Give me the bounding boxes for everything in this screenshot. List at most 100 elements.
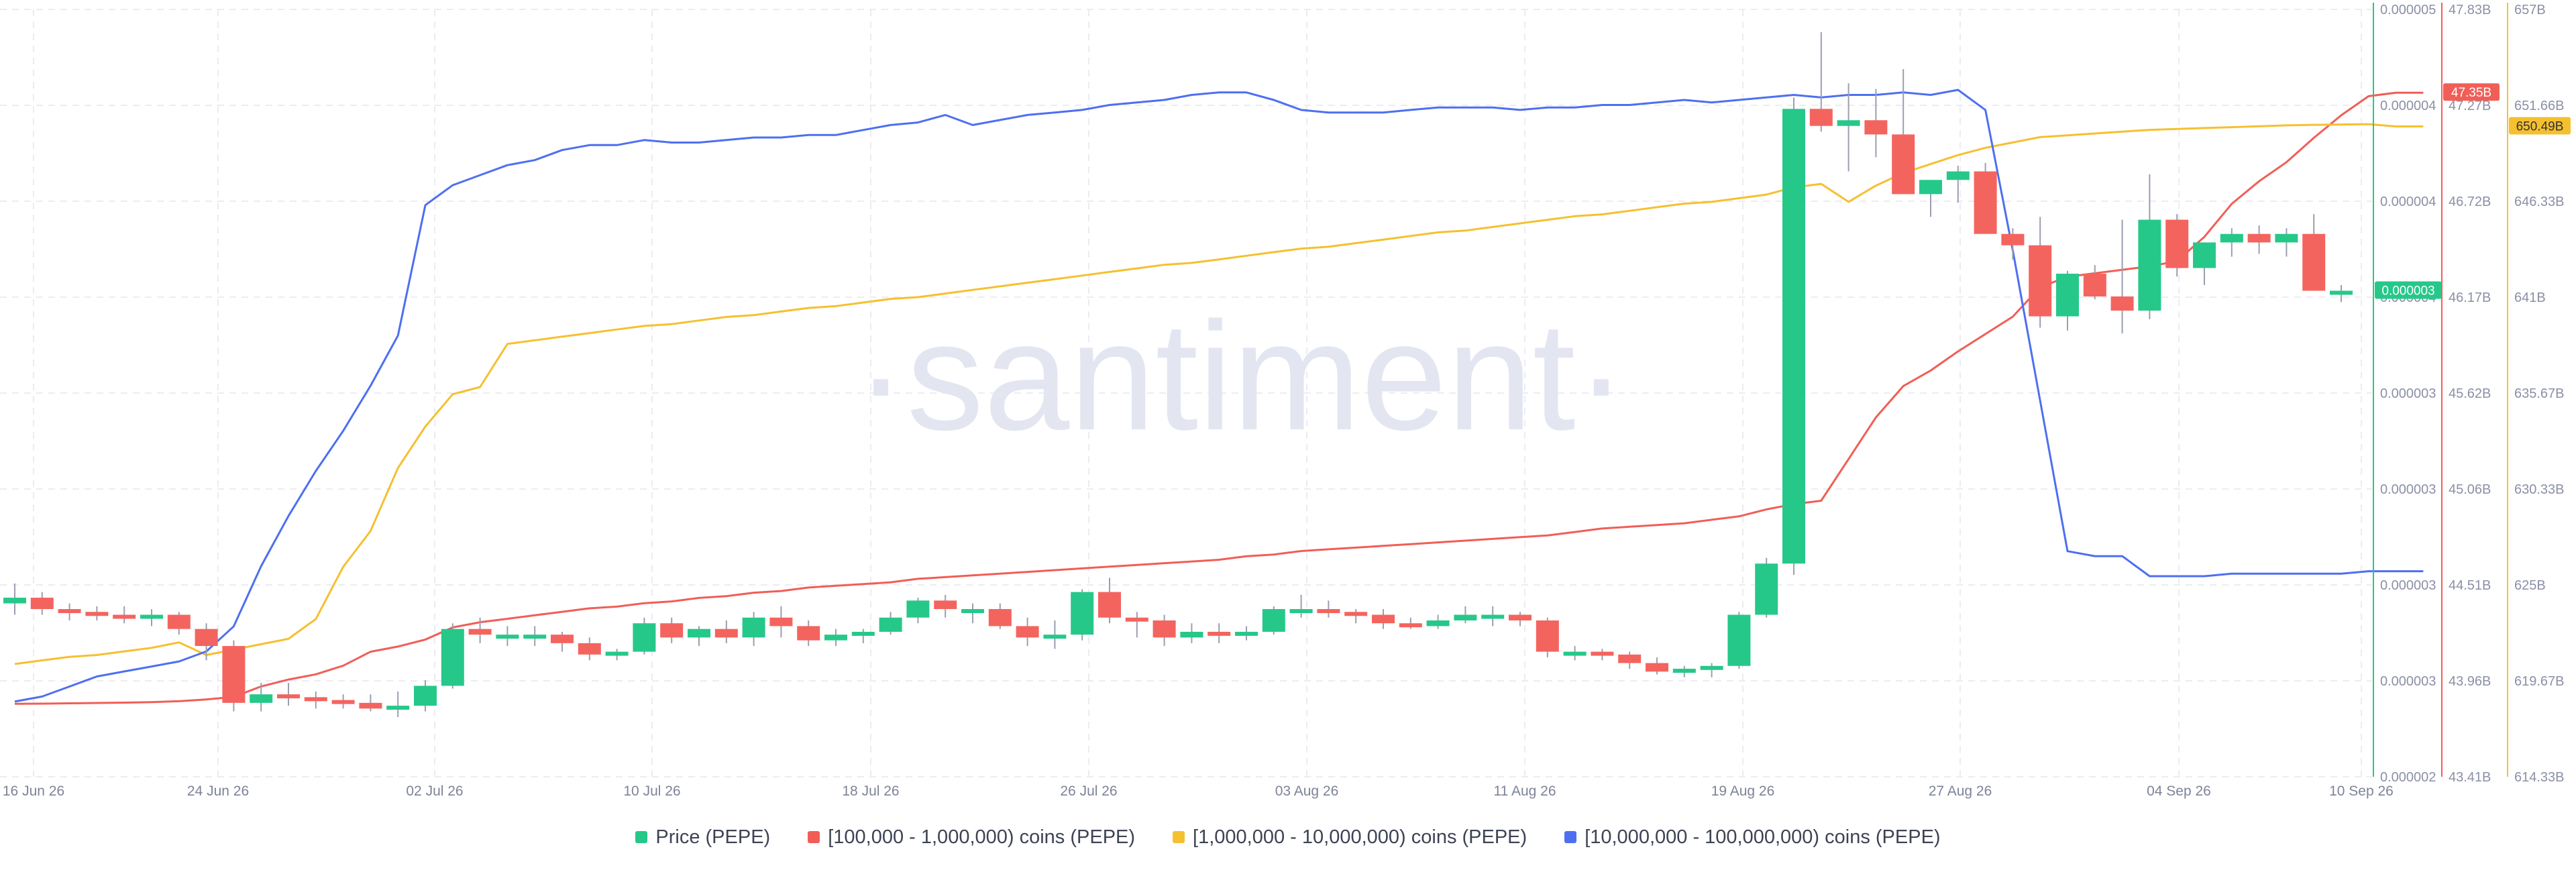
- candle-up: [386, 691, 410, 718]
- candle-down: [1152, 614, 1176, 647]
- candle-body: [58, 609, 81, 614]
- small-holder-axis-tick: 46.72B: [2449, 195, 2491, 209]
- candle-up: [1043, 620, 1067, 649]
- candle-up: [1235, 626, 1258, 641]
- candle-down: [1809, 32, 1833, 132]
- candle-down: [797, 620, 820, 647]
- candle-body: [742, 617, 765, 638]
- candle-down: [1536, 617, 1559, 658]
- legend-swatch-price: [635, 831, 648, 843]
- candle-up: [1454, 606, 1477, 624]
- candle-down: [551, 631, 574, 652]
- candle-down: [2001, 228, 2025, 260]
- candle-up: [140, 609, 163, 626]
- candle-up: [2056, 270, 2079, 331]
- candle-body: [961, 609, 984, 614]
- candle-down: [167, 612, 191, 635]
- x-tick-label: 16 Jun 26: [3, 783, 64, 799]
- candle-body: [1837, 120, 1860, 126]
- candle-body: [1591, 651, 1614, 656]
- candle-down: [58, 603, 81, 620]
- candle-body: [85, 612, 109, 616]
- candle-up: [688, 626, 710, 647]
- mid-holder-value-badge-text: 650.49B: [2516, 120, 2564, 134]
- legend-item-price[interactable]: Price (PEPE): [635, 826, 770, 849]
- candle-body: [1180, 631, 1203, 638]
- candle-down: [1125, 612, 1148, 638]
- candle-body: [3, 598, 26, 604]
- small-holder-value-badge-text: 47.35B: [2451, 86, 2491, 100]
- candle-up: [441, 623, 464, 689]
- candle-body: [1262, 609, 1285, 632]
- candle-up: [1700, 663, 1723, 677]
- candle-down: [2247, 225, 2271, 254]
- small-holder-axis-tick: 43.41B: [2449, 770, 2491, 785]
- candle-body: [468, 629, 492, 635]
- candle-down: [769, 606, 793, 638]
- candle-body: [824, 635, 847, 641]
- price-axis-tick: 0.000004: [2380, 195, 2436, 209]
- candle-body: [1208, 631, 1231, 636]
- candle-up: [1919, 180, 1942, 217]
- candle-body: [2330, 290, 2353, 295]
- price-axis-tick: 0.000003: [2380, 578, 2436, 593]
- candle-body: [660, 623, 684, 638]
- candle-up: [742, 612, 765, 647]
- candle-body: [1646, 663, 1668, 672]
- price-candles: [3, 32, 2353, 718]
- candle-down: [1399, 617, 1422, 629]
- candle-body: [250, 694, 273, 703]
- candle-up: [2220, 228, 2243, 257]
- mid-holder-value-badge-bg: [2509, 117, 2571, 135]
- candle-up: [1289, 594, 1313, 618]
- mid-holder-axis-tick: 625B: [2514, 578, 2546, 593]
- candle-body: [1454, 614, 1477, 620]
- legend-label: [1,000,000 - 10,000,000) coins (PEPE): [1193, 826, 1527, 848]
- candle-up: [1180, 623, 1203, 643]
- candle-down: [1016, 617, 1039, 647]
- candle-up: [3, 583, 26, 615]
- candle-down: [277, 683, 300, 706]
- candle-body: [2083, 274, 2106, 296]
- candle-down: [1344, 609, 1368, 624]
- mid-holder-axis-tick: 619.67B: [2514, 674, 2565, 689]
- price-axis-tick: 0.000003: [2380, 386, 2436, 401]
- legend-swatch-100k-1m: [808, 831, 820, 843]
- candle-body: [2056, 274, 2079, 317]
- candle-body: [441, 629, 464, 686]
- legend-swatch-1m-10m: [1173, 831, 1185, 843]
- candle-up: [1782, 97, 1805, 576]
- candle-down: [222, 640, 246, 712]
- candle-body: [2220, 233, 2243, 243]
- candle-body: [1892, 134, 1915, 195]
- candle-down: [1892, 68, 1915, 195]
- candle-up: [605, 649, 629, 661]
- legend-item-100k-1m[interactable]: [100,000 - 1,000,000) coins (PEPE): [808, 826, 1135, 849]
- candle-down: [1646, 657, 1668, 675]
- candle-down: [2029, 217, 2052, 328]
- price-value-badge: 0.000003: [2375, 281, 2442, 299]
- candle-body: [1152, 620, 1176, 638]
- candle-body: [1755, 563, 1778, 615]
- candle-body: [1289, 609, 1313, 614]
- small-holder-value-badge-bg: [2443, 83, 2500, 101]
- candle-down: [714, 620, 738, 643]
- candle-down: [1591, 649, 1614, 661]
- candle-body: [496, 635, 519, 639]
- legend-item-10m-100m[interactable]: [10,000,000 - 100,000,000) coins (PEPE): [1564, 826, 1941, 849]
- candle-body: [30, 598, 54, 610]
- price-axis-tick: 0.000004: [2380, 99, 2436, 113]
- candle-body: [277, 694, 300, 699]
- series-line-10m-100m: [14, 89, 2424, 703]
- candle-body: [167, 614, 191, 629]
- mid-holder-axis-tick: 646.33B: [2514, 195, 2565, 209]
- legend-item-1m-10m[interactable]: [1,000,000 - 10,000,000) coins (PEPE): [1173, 826, 1527, 849]
- candle-down: [468, 617, 492, 643]
- candle-body: [359, 702, 382, 709]
- x-tick-label: 03 Aug 26: [1275, 783, 1339, 799]
- candle-body: [769, 617, 793, 626]
- small-holder-axis-tick: 47.83B: [2449, 3, 2491, 17]
- candle-body: [1782, 109, 1805, 564]
- candle-body: [1071, 592, 1094, 635]
